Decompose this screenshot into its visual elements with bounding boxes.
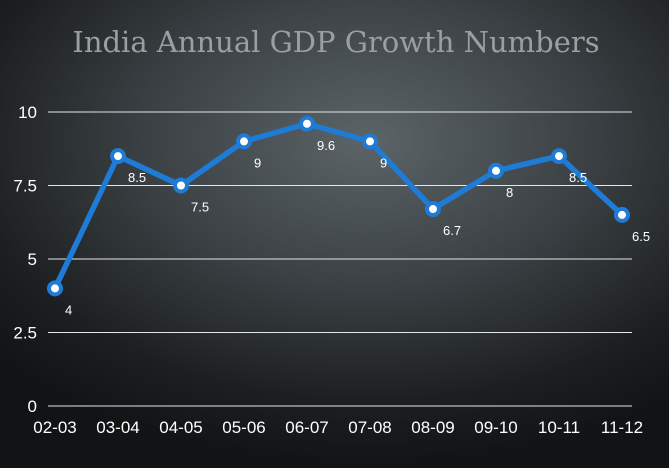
series xyxy=(47,115,630,297)
y-tick-label: 2.5 xyxy=(13,324,37,343)
data-labels: 4 8.5 7.5 9 9.6 9 6.7 8 8.5 6.5 xyxy=(65,138,650,318)
data-point xyxy=(110,148,126,165)
x-tick-label: 10-11 xyxy=(538,418,580,437)
data-label: 7.5 xyxy=(191,200,209,215)
x-tick-label: 09-10 xyxy=(474,418,517,437)
data-point xyxy=(47,280,63,297)
data-label: 9.6 xyxy=(317,138,335,153)
series-line xyxy=(52,121,625,292)
data-point xyxy=(614,206,630,223)
data-label: 6.5 xyxy=(632,229,650,244)
chart-title: India Annual GDP Growth Numbers xyxy=(72,25,599,59)
data-label: 8.5 xyxy=(128,170,146,185)
y-tick-label: 0 xyxy=(28,397,37,416)
data-label: 8 xyxy=(506,185,513,200)
data-point xyxy=(488,162,504,179)
x-tick-label: 07-08 xyxy=(348,418,391,437)
x-tick-label: 06-07 xyxy=(285,418,328,437)
data-point xyxy=(362,133,378,150)
data-point xyxy=(173,177,189,194)
y-tick-label: 5 xyxy=(28,250,37,269)
x-axis-ticks: 02-03 03-04 04-05 05-06 06-07 07-08 08-09 09-10… xyxy=(33,418,643,437)
data-label: 9 xyxy=(380,155,387,170)
x-tick-label: 03-04 xyxy=(96,418,139,437)
data-point xyxy=(551,148,567,165)
data-point xyxy=(236,133,252,150)
y-axis-ticks: 0 2.5 5 7.5 10 xyxy=(13,103,37,416)
x-tick-label: 04-05 xyxy=(159,418,202,437)
data-point xyxy=(425,201,441,218)
data-point xyxy=(299,115,315,132)
data-label: 8.5 xyxy=(569,170,587,185)
y-tick-label: 10 xyxy=(18,103,37,122)
x-tick-label: 05-06 xyxy=(222,418,265,437)
data-label: 9 xyxy=(254,155,261,170)
x-tick-label: 11-12 xyxy=(601,418,643,437)
data-label: 6.7 xyxy=(443,223,461,238)
x-tick-label: 08-09 xyxy=(411,418,454,437)
y-tick-label: 7.5 xyxy=(13,177,37,196)
gridlines xyxy=(48,111,632,407)
x-tick-label: 02-03 xyxy=(33,418,76,437)
data-label: 4 xyxy=(65,302,72,317)
